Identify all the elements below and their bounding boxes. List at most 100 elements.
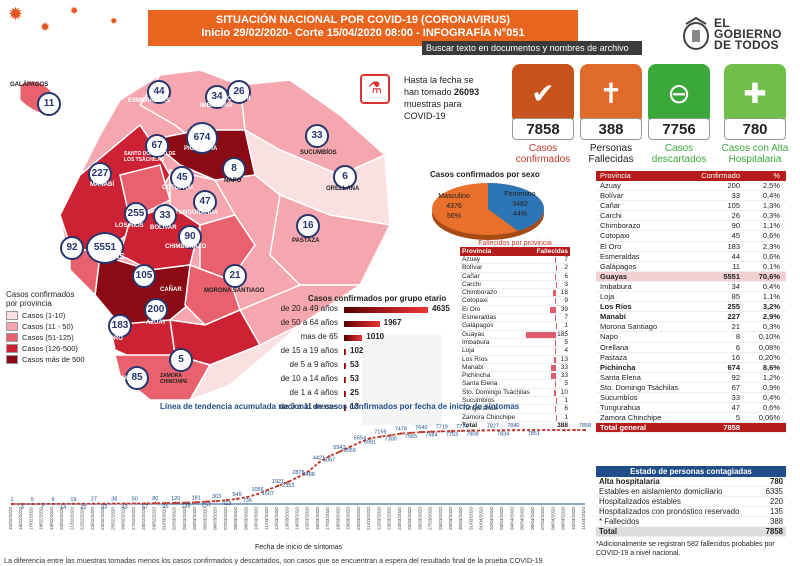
deceased-row: Galápagos 1 <box>460 322 570 331</box>
male-pct: 56% <box>447 213 461 220</box>
header-cell: Fallecidas <box>536 248 568 255</box>
x-tick-label: 08/03/2020 <box>233 507 238 530</box>
trend-data-label: 27 <box>91 497 97 503</box>
province-row: Tungurahua 47 0,6% <box>596 403 786 414</box>
trend-point <box>307 469 310 473</box>
trend-point <box>297 475 300 479</box>
label-manabi: MANABÍ <box>90 182 114 188</box>
x-tick-label: 06/03/2020 <box>213 507 218 530</box>
confirmed-count: 85 <box>731 292 740 302</box>
confirmed-value: 7858 <box>512 118 574 140</box>
trend-data-label: 14 <box>60 505 66 511</box>
status-value: 6335 <box>765 487 783 496</box>
province-row: Los Ríos 255 3,2% <box>596 302 786 313</box>
trend-data-label: 7719 <box>436 424 448 430</box>
province-row: Manabí 227 2,9% <box>596 312 786 323</box>
x-tick-label: 14/03/2020 <box>295 507 300 530</box>
province-name: Sucumbíos <box>462 397 495 405</box>
badge-chimborazo: 90 <box>178 225 202 249</box>
trend-data-label: 7827 <box>487 423 499 429</box>
province-name: Guayas <box>462 330 485 338</box>
trend-point <box>246 495 249 499</box>
percent: 0,4% <box>762 281 780 291</box>
deceased-count: 7 <box>564 256 568 263</box>
deceased-count: 33 <box>560 363 568 371</box>
trend-point <box>583 428 587 432</box>
label-orellana: ORELLANA <box>326 186 360 192</box>
percent: 0,3% <box>762 211 780 221</box>
badge-tungurahua: 47 <box>193 190 217 214</box>
deceased-count: 7 <box>564 314 568 322</box>
legend-label: Casos (126-500) <box>22 344 78 353</box>
status-row: * Fallecidos 388 <box>596 517 786 527</box>
label-el-oro: EL ORO <box>100 336 123 342</box>
age-label: de 1 a 4 años <box>289 388 338 397</box>
total-value: 7858 <box>765 527 783 536</box>
discharged-label-2: Hospitalaria <box>728 154 782 165</box>
label-santa-elena: SANTA ELENA <box>32 258 53 270</box>
deceased-bar <box>555 381 556 388</box>
confirmed-count: 90 <box>731 221 740 231</box>
trend-point <box>563 428 566 432</box>
age-bar <box>344 321 380 327</box>
confirmed-count: 255 <box>727 302 740 312</box>
status-row: Estables en aislamiento domiciliario 6335 <box>596 487 786 497</box>
x-tick-label: 02/03/2020 <box>172 507 177 530</box>
province-row: Azuay 200 2,5% <box>596 181 786 192</box>
trend-data-label: 7808 <box>466 432 478 438</box>
deceased-row: Carchi 3 <box>460 281 570 290</box>
trend-point <box>266 488 270 492</box>
percent: 0,4% <box>762 191 780 201</box>
trend-point <box>72 502 75 506</box>
province-row: El Oro 183 2,3% <box>596 242 786 252</box>
x-tick-label: 01/03/2020 <box>161 507 166 530</box>
male-value: 4376 <box>446 203 462 210</box>
tests-line-4: COVID-19 <box>404 111 446 121</box>
trend-point <box>174 501 177 505</box>
x-tick-label: 13/03/2020 <box>284 507 289 530</box>
trend-point <box>461 429 464 433</box>
age-value: 102 <box>350 346 364 355</box>
label-bolivar: BOLÍVAR <box>150 225 177 231</box>
age-bar <box>344 391 346 397</box>
x-tick-label: 27/02/2020 <box>131 507 136 530</box>
x-tick-label: 03/04/2020 <box>499 507 504 530</box>
trend-data-label: 6059 <box>344 448 356 454</box>
province-name: Zamora Chinchipe <box>600 413 662 423</box>
age-row: mas de 65 1010 <box>250 332 470 344</box>
trend-point <box>389 434 392 437</box>
age-value: 25 <box>350 388 359 397</box>
x-tick-label: 28/02/2020 <box>141 507 146 530</box>
trend-point <box>154 502 157 505</box>
status-table-title: Estado de personas contagiadas <box>596 466 786 477</box>
trend-point <box>348 445 351 449</box>
trend-point <box>102 502 106 505</box>
age-label: de 0 a 11 meses <box>279 402 338 411</box>
deceased-row: Cañar 6 <box>460 273 570 281</box>
x-tick-label: 08/04/2020 <box>550 507 555 530</box>
province-row: Napo 8 0,10% <box>596 332 786 343</box>
status-row: Hospitalizados estables 220 <box>596 497 786 507</box>
legend-item: Casos (51-125) <box>6 332 91 343</box>
province-row: Chimborazo 90 1,1% <box>596 221 786 232</box>
tests-line-3: muestras para <box>404 99 462 109</box>
badge-manabi: 227 <box>88 162 112 186</box>
age-value: 4635 <box>432 304 450 313</box>
percent: 0,9% <box>762 382 780 392</box>
trend-point <box>358 441 362 444</box>
trend-point <box>522 429 525 432</box>
legend-label: Casos (11 - 50) <box>22 322 74 331</box>
status-value: 135 <box>769 507 783 516</box>
percent: 1,1% <box>762 292 780 302</box>
deceased-row: Guayas 185 <box>460 331 570 339</box>
x-tick-label: 25/03/2020 <box>407 507 412 530</box>
discharged-value: 780 <box>724 118 786 140</box>
trend-point <box>379 435 382 438</box>
age-bar <box>344 307 428 313</box>
x-tick-label: 09/03/2020 <box>243 507 248 530</box>
badge-napo: 8 <box>222 157 246 181</box>
deceased-row: Manabí 33 <box>460 363 570 373</box>
badge-guayas: 5551 <box>86 232 124 264</box>
province-name: Galápagos <box>462 322 494 330</box>
x-tick-label: 22/02/2020 <box>80 507 85 530</box>
